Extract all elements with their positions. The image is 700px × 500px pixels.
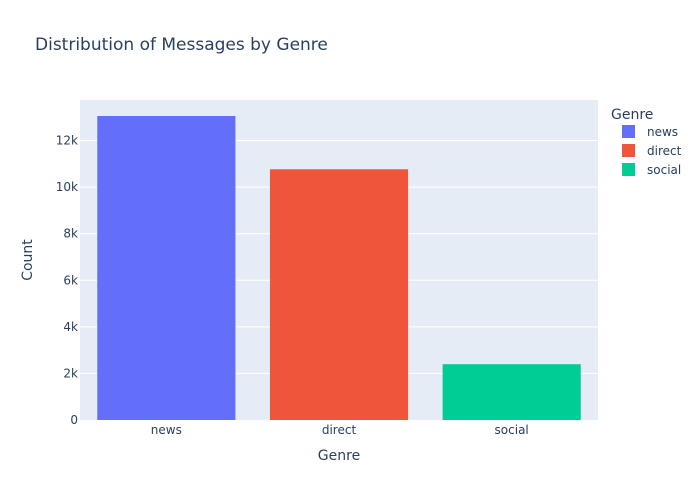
bar-direct <box>269 169 409 420</box>
y-axis-title: Count <box>20 239 36 281</box>
legend-label-social: social <box>647 163 681 177</box>
bars <box>97 115 581 420</box>
bar-news <box>97 115 236 420</box>
legend-swatch-social <box>622 163 635 176</box>
bar-social <box>442 364 581 420</box>
legend-title: Genre <box>611 107 653 123</box>
x-axis-title: Genre <box>318 448 360 464</box>
x-tick-labels: news direct social <box>151 423 529 437</box>
y-tick-label: 10k <box>56 180 78 194</box>
x-tick-label: direct <box>322 423 357 437</box>
y-tick-label: 6k <box>63 273 78 287</box>
y-tick-label: 12k <box>56 134 78 148</box>
legend: news direct social <box>622 125 682 177</box>
y-tick-label: 4k <box>63 320 78 334</box>
legend-label-news: news <box>647 125 678 139</box>
legend-swatch-direct <box>622 144 635 157</box>
y-tick-label: 0 <box>70 413 78 427</box>
x-tick-label: social <box>495 423 529 437</box>
legend-swatch-news <box>622 125 635 138</box>
chart-title: Distribution of Messages by Genre <box>35 35 328 55</box>
y-tick-label: 8k <box>63 227 78 241</box>
legend-label-direct: direct <box>647 144 682 158</box>
y-tick-label: 2k <box>63 366 78 380</box>
x-tick-label: news <box>151 423 182 437</box>
y-tick-labels: 0 2k 4k 6k 8k 10k 12k <box>56 134 78 427</box>
